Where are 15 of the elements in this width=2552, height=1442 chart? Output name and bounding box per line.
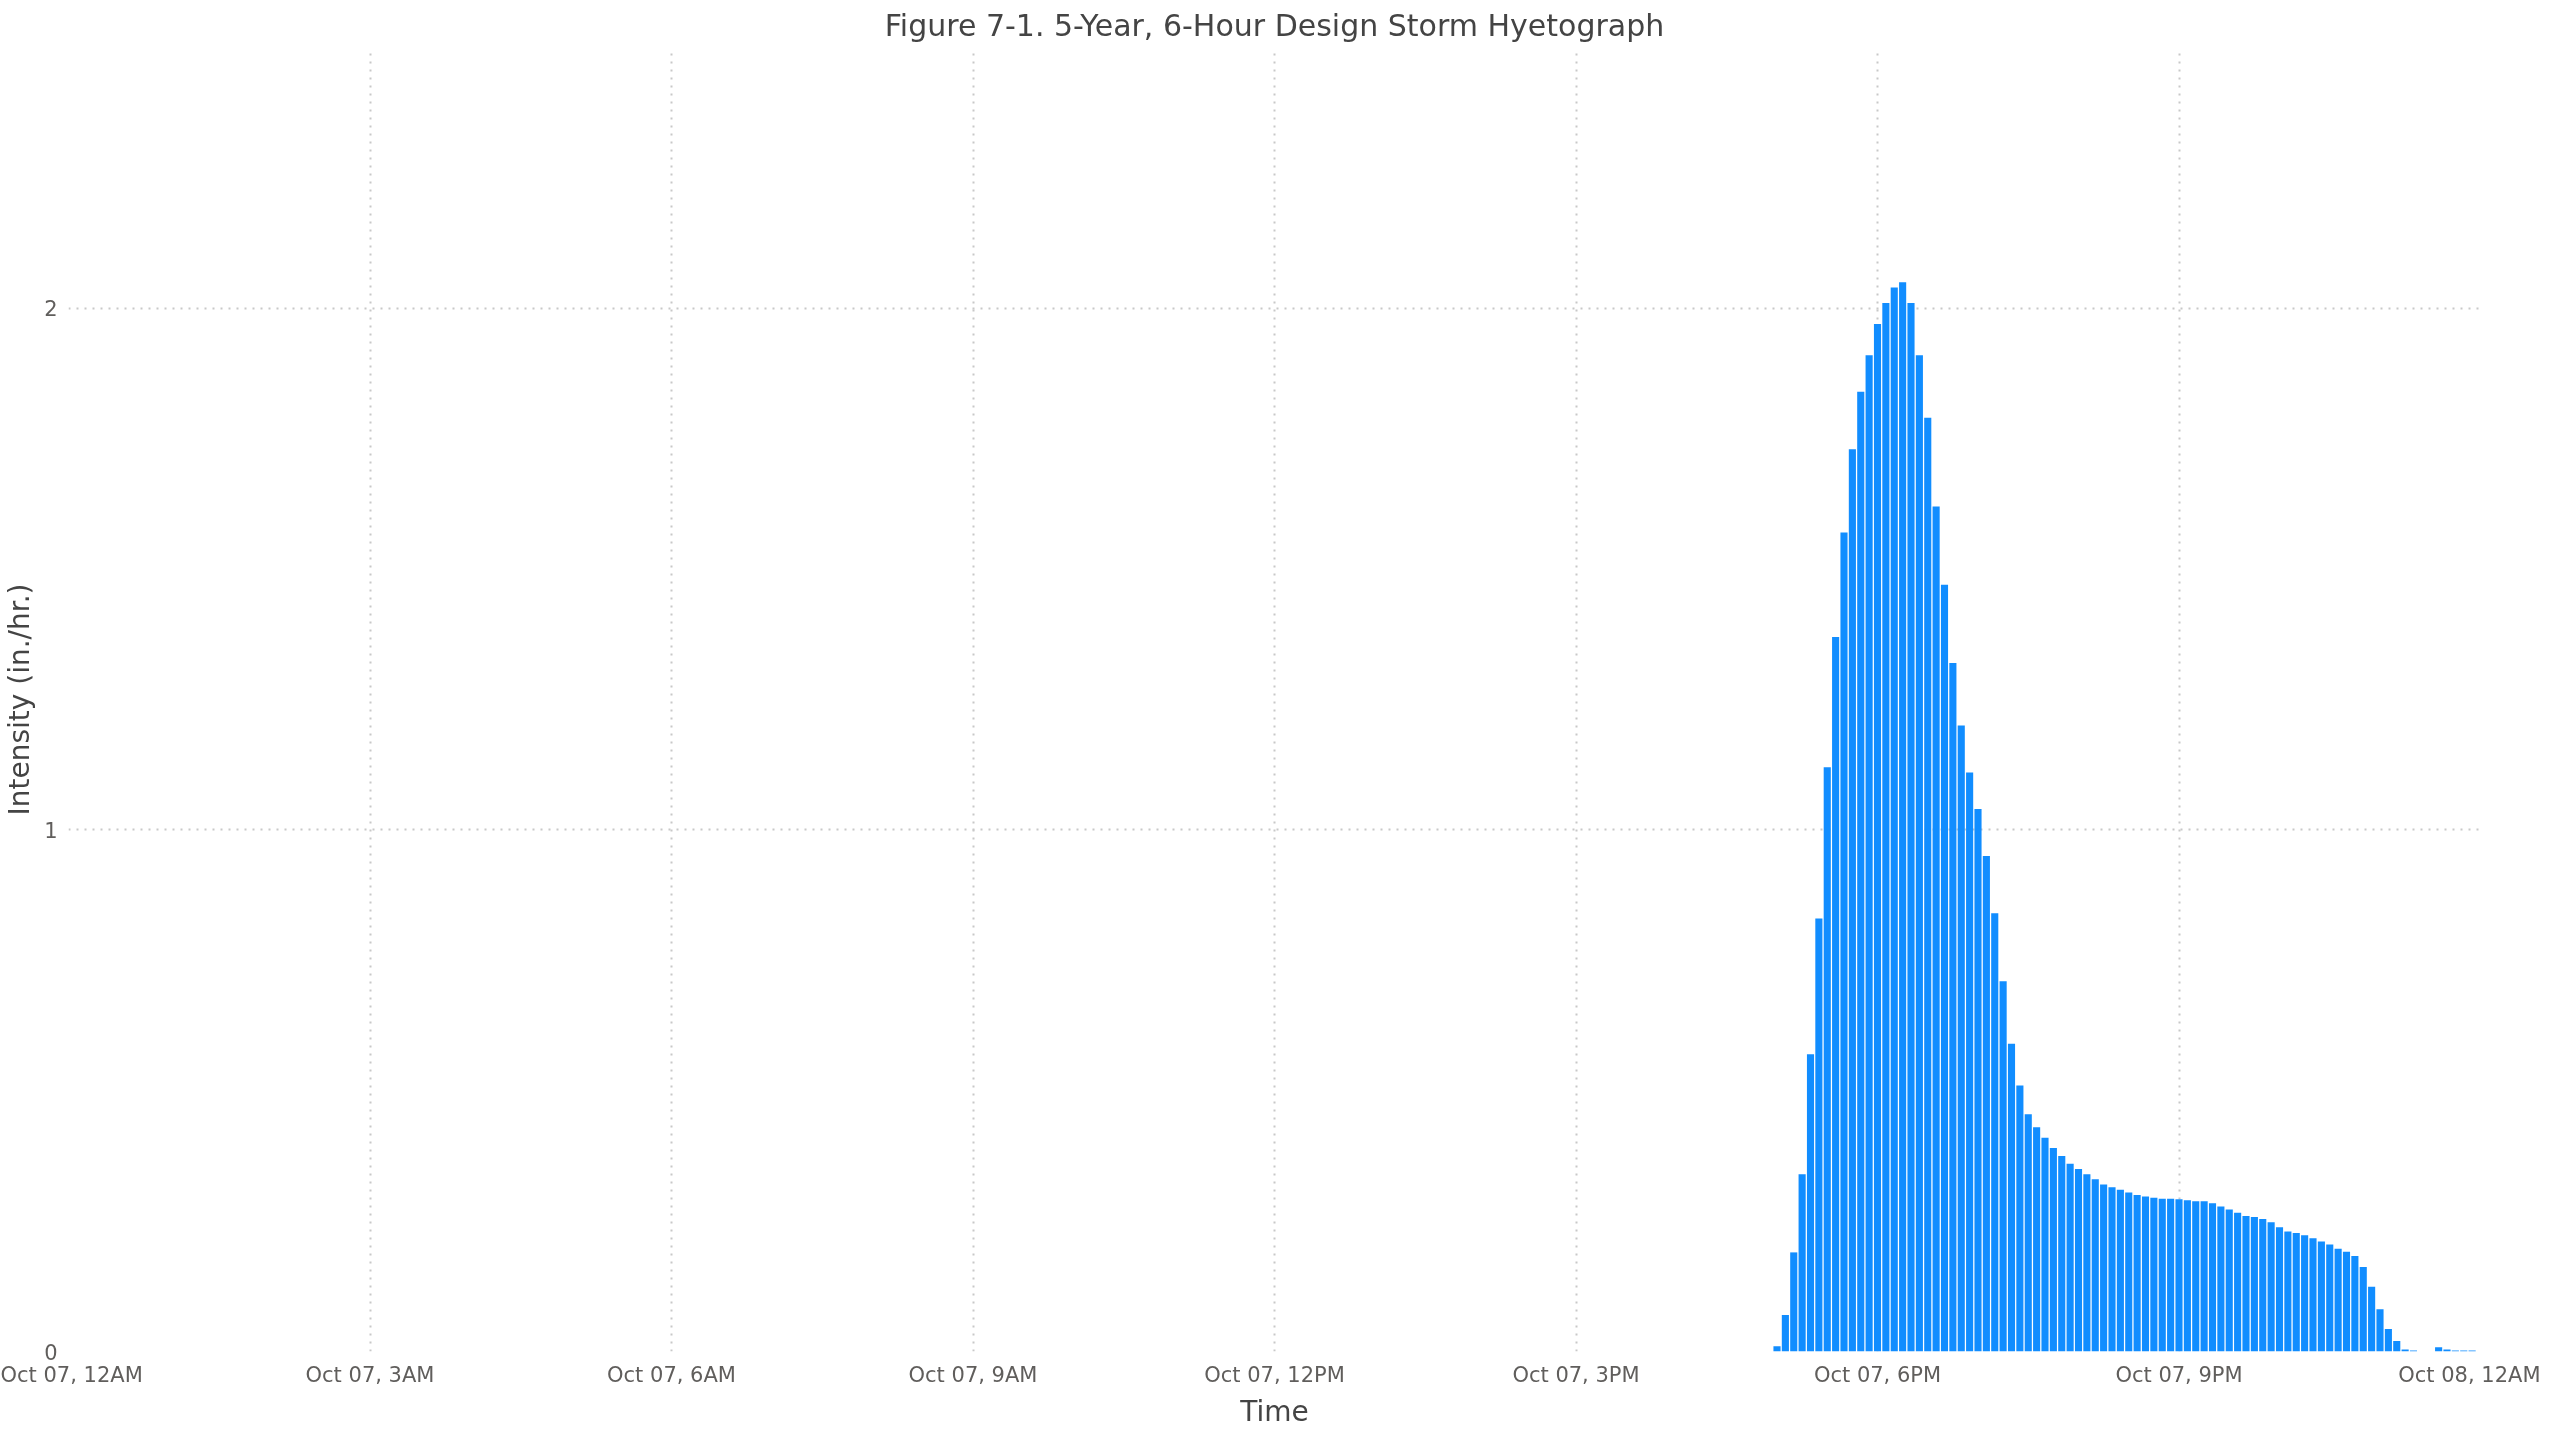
x-tick-label: Oct 07, 3PM — [1512, 1362, 1640, 1387]
x-axis-title: Time — [1239, 1394, 1309, 1428]
y-tick-label: 2 — [44, 297, 58, 322]
x-tick-label: Oct 07, 6AM — [607, 1362, 736, 1387]
x-tick-label: Oct 07, 12AM — [0, 1362, 143, 1387]
y-tick-label: 0 — [44, 1340, 58, 1365]
x-tick-label: Oct 07, 3AM — [305, 1362, 435, 1387]
chart-title: Figure 7-1. 5-Year, 6-Hour Design Storm Hyetograph — [884, 7, 1665, 43]
y-axis-title: Intensity (in./hr.) — [3, 583, 37, 816]
x-tick-label: Oct 07, 9AM — [908, 1362, 1038, 1387]
x-tick-label: Oct 08, 12AM — [2398, 1362, 2541, 1387]
x-tick-label: Oct 07, 6PM — [1813, 1362, 1942, 1387]
y-tick-label: 1 — [44, 818, 58, 843]
x-tick-label: Oct 07, 12PM — [1204, 1362, 1345, 1387]
x-tick-label: Oct 07, 9PM — [2115, 1362, 2243, 1387]
